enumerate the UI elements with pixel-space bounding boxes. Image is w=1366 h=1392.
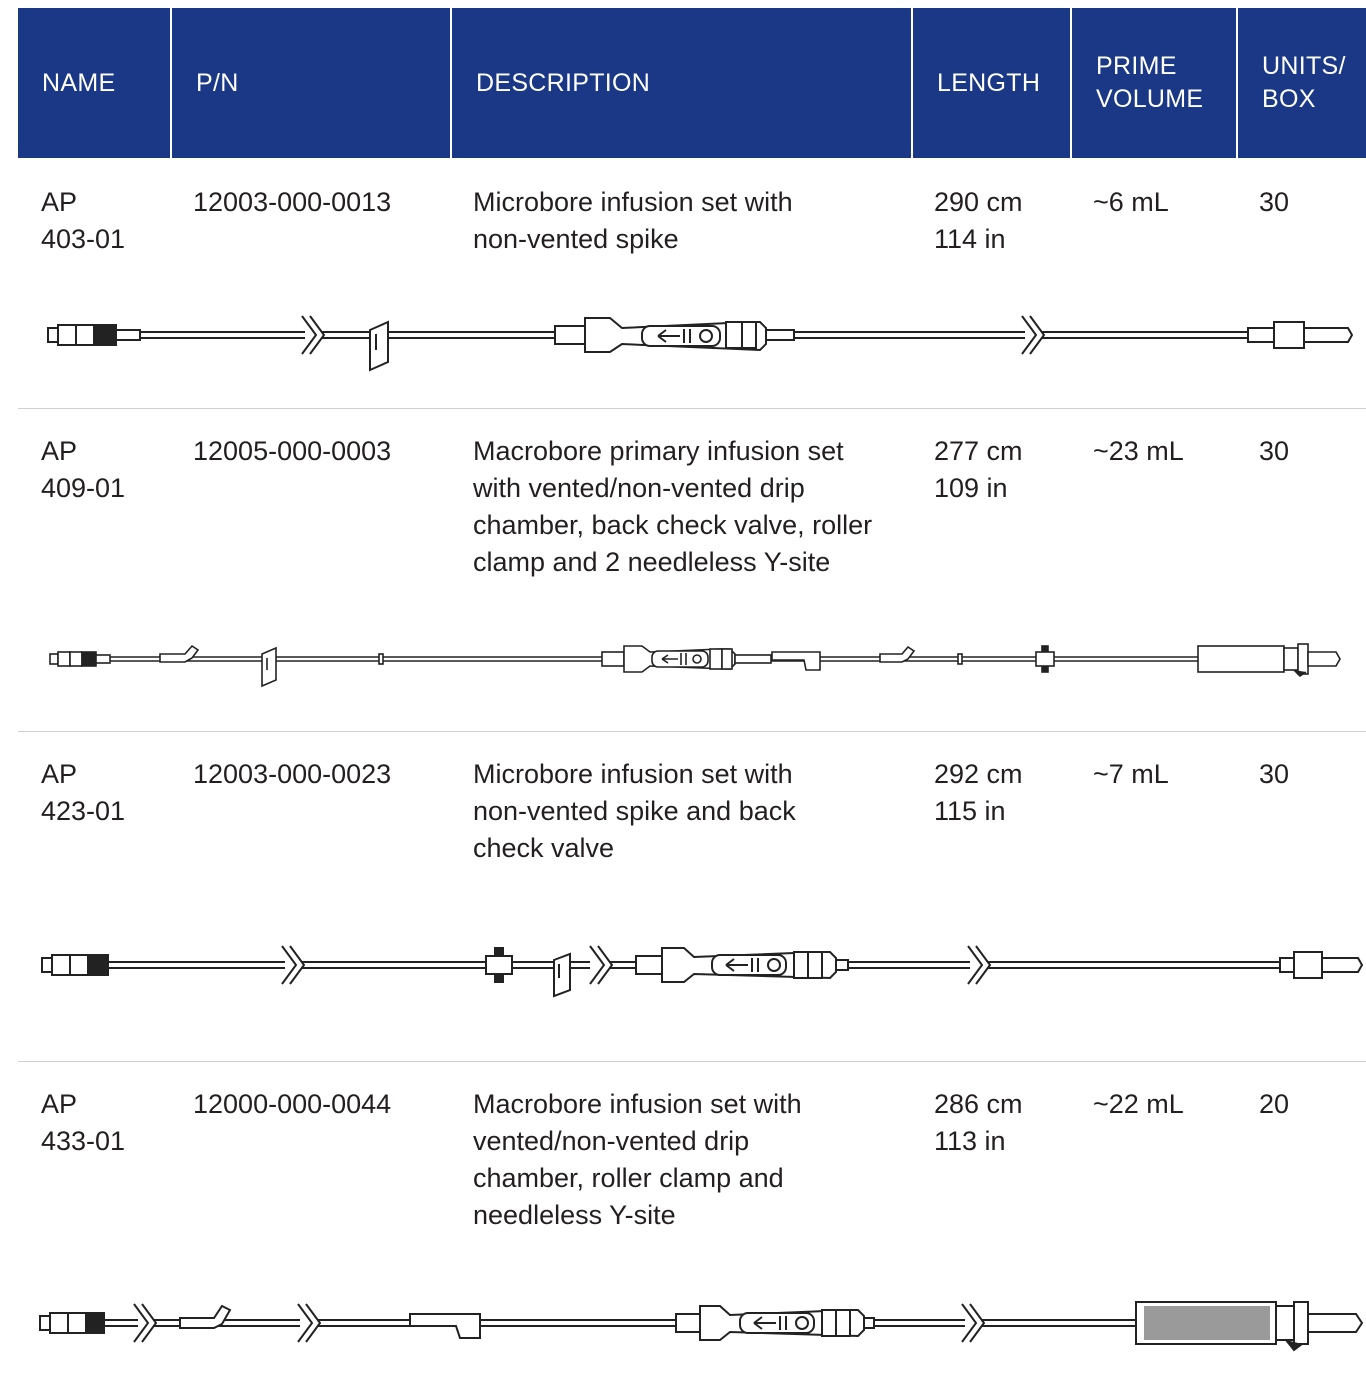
header-length-label: LENGTH — [937, 68, 1041, 97]
desc-line: clamp and 2 needleless Y-site — [473, 547, 831, 577]
microbore-infusion-set-check-valve-illustration — [41, 945, 1364, 998]
microbore-infusion-set-illustration — [47, 315, 1354, 372]
cell-pn: 12005-000-0003 — [193, 436, 392, 466]
cell-description: Microbore infusion set with non-vented s… — [473, 756, 796, 867]
desc-line: non-vented spike and back — [473, 796, 796, 826]
desc-line: Microbore infusion set with — [473, 759, 793, 789]
header-prime-label-2: VOLUME — [1096, 85, 1204, 113]
cell-prime-volume: ~23 mL — [1093, 436, 1184, 466]
cell-units: 30 — [1259, 436, 1290, 466]
name-line-1: AP — [41, 436, 78, 466]
cell-length: 286 cm 113 in — [934, 1086, 1023, 1160]
header-name: NAME — [18, 8, 170, 158]
header-prime-label-1: PRIME — [1096, 52, 1177, 80]
length-cm: 277 cm — [934, 436, 1023, 466]
row-divider — [18, 1061, 1366, 1062]
header-pn: P/N — [170, 8, 450, 158]
desc-line: check valve — [473, 833, 615, 863]
desc-line: needleless Y-site — [473, 1200, 676, 1230]
desc-line: chamber, back check valve, roller — [473, 510, 873, 540]
length-cm: 290 cm — [934, 187, 1023, 217]
macrobore-infusion-set-illustration — [39, 1301, 1364, 1352]
name-line-2: 403-01 — [41, 224, 126, 254]
cell-length: 290 cm 114 in — [934, 184, 1023, 258]
length-in: 115 in — [934, 796, 1006, 826]
row-divider — [18, 731, 1366, 732]
macrobore-primary-infusion-set-illustration — [49, 643, 1341, 688]
cell-prime-volume: ~6 mL — [1093, 187, 1169, 217]
cell-length: 292 cm 115 in — [934, 756, 1023, 830]
desc-line: with vented/non-vented drip — [473, 473, 805, 503]
cell-name: AP 409-01 — [41, 433, 125, 507]
header-length: LENGTH — [911, 8, 1070, 158]
length-in: 113 in — [934, 1126, 1006, 1156]
desc-line: Macrobore primary infusion set — [473, 436, 844, 466]
length-in: 114 in — [934, 224, 1006, 254]
cell-name: AP 423-01 — [41, 756, 125, 830]
cell-pn: 12003-000-0023 — [193, 759, 392, 789]
header-prime-volume: PRIME VOLUME — [1070, 8, 1236, 158]
cell-description: Macrobore primary infusion set with vent… — [473, 433, 872, 581]
name-line-1: AP — [41, 1089, 78, 1119]
length-in: 109 in — [934, 473, 1008, 503]
desc-line: vented/non-vented drip — [473, 1126, 750, 1156]
name-line-1: AP — [41, 759, 78, 789]
name-line-2: 433-01 — [41, 1126, 126, 1156]
name-line-2: 423-01 — [41, 796, 126, 826]
cell-pn: 12000-000-0044 — [193, 1089, 392, 1119]
cell-units: 30 — [1259, 187, 1290, 217]
cell-name: AP 433-01 — [41, 1086, 125, 1160]
row-divider — [18, 408, 1366, 409]
header-units-box: UNITS/BOX — [1236, 8, 1366, 158]
cell-description: Macrobore infusion set with vented/non-v… — [473, 1086, 802, 1234]
desc-line: Macrobore infusion set with — [473, 1089, 802, 1119]
desc-line: non-vented spike — [473, 224, 679, 254]
cell-pn: 12003-000-0013 — [193, 187, 392, 217]
cell-units: 20 — [1259, 1089, 1290, 1119]
table-header: NAME P/N DESCRIPTION LENGTH PRIME VOLUME … — [18, 8, 1366, 158]
desc-line: Microbore infusion set with — [473, 187, 793, 217]
header-units-label-2: BOX — [1262, 85, 1316, 113]
header-description-label: DESCRIPTION — [476, 68, 651, 97]
header-name-label: NAME — [42, 68, 116, 97]
cell-length: 277 cm 109 in — [934, 433, 1023, 507]
header-pn-label: P/N — [196, 68, 239, 97]
cell-prime-volume: ~7 mL — [1093, 759, 1169, 789]
desc-line: chamber, roller clamp and — [473, 1163, 784, 1193]
cell-description: Microbore infusion set with non-vented s… — [473, 184, 793, 258]
length-cm: 286 cm — [934, 1089, 1023, 1119]
header-units-label-1: UNITS/ — [1262, 52, 1346, 80]
length-cm: 292 cm — [934, 759, 1023, 789]
cell-prime-volume: ~22 mL — [1093, 1089, 1184, 1119]
name-line-1: AP — [41, 187, 78, 217]
cell-units: 30 — [1259, 759, 1290, 789]
name-line-2: 409-01 — [41, 473, 126, 503]
header-description: DESCRIPTION — [450, 8, 911, 158]
cell-name: AP 403-01 — [41, 184, 125, 258]
